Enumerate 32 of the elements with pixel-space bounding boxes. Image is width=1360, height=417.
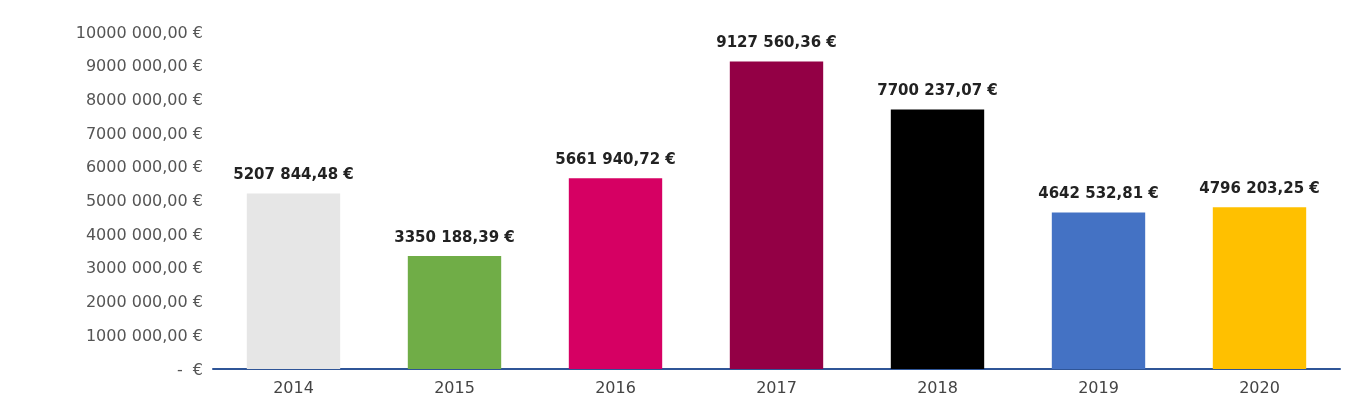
- data-label: 5207 844,48 €: [233, 165, 354, 183]
- bar: [1051, 212, 1146, 369]
- y-tick-label: 2000 000,00 €: [85, 292, 203, 312]
- y-tick-label: 5000 000,00 €: [85, 191, 203, 210]
- y-tick-label: 9000 000,00 €: [85, 56, 203, 76]
- bar: [890, 109, 985, 369]
- x-tick-label: 2015: [434, 377, 475, 397]
- y-tick-label: - €: [176, 359, 203, 379]
- x-tick-label: 2019: [1078, 377, 1119, 397]
- data-label: 4642 532,81 €: [1038, 184, 1159, 203]
- y-tick-label: 4000 000,00 €: [85, 224, 203, 244]
- data-label: 7700 237,07 €: [877, 81, 998, 99]
- y-tick-label: 10000 000,00 €: [75, 22, 203, 42]
- x-tick-label: 2014: [273, 377, 314, 397]
- y-tick-label: 8000 000,00 €: [85, 89, 203, 109]
- data-label: 3350 188,39 €: [394, 227, 515, 246]
- x-tick-label: 2017: [756, 377, 797, 397]
- data-label: 5661 940,72 €: [555, 149, 676, 168]
- y-tick-label: 6000 000,00 €: [85, 157, 203, 177]
- bar: [407, 256, 502, 369]
- data-label: 4796 203,25 €: [1199, 178, 1320, 197]
- bar: [729, 61, 824, 369]
- data-label: 9127 560,36 €: [716, 32, 837, 51]
- y-tick-label: 7000 000,00 €: [85, 123, 203, 143]
- bar: [568, 178, 663, 369]
- x-tick-label: 2018: [917, 377, 958, 397]
- x-tick-label: 2016: [595, 377, 636, 397]
- x-tick-label: 2020: [1239, 377, 1280, 397]
- y-tick-label: 1000 000,00 €: [85, 325, 203, 345]
- bar: [246, 193, 341, 369]
- bar: [1212, 207, 1307, 369]
- y-tick-label: 3000 000,00 €: [85, 258, 203, 278]
